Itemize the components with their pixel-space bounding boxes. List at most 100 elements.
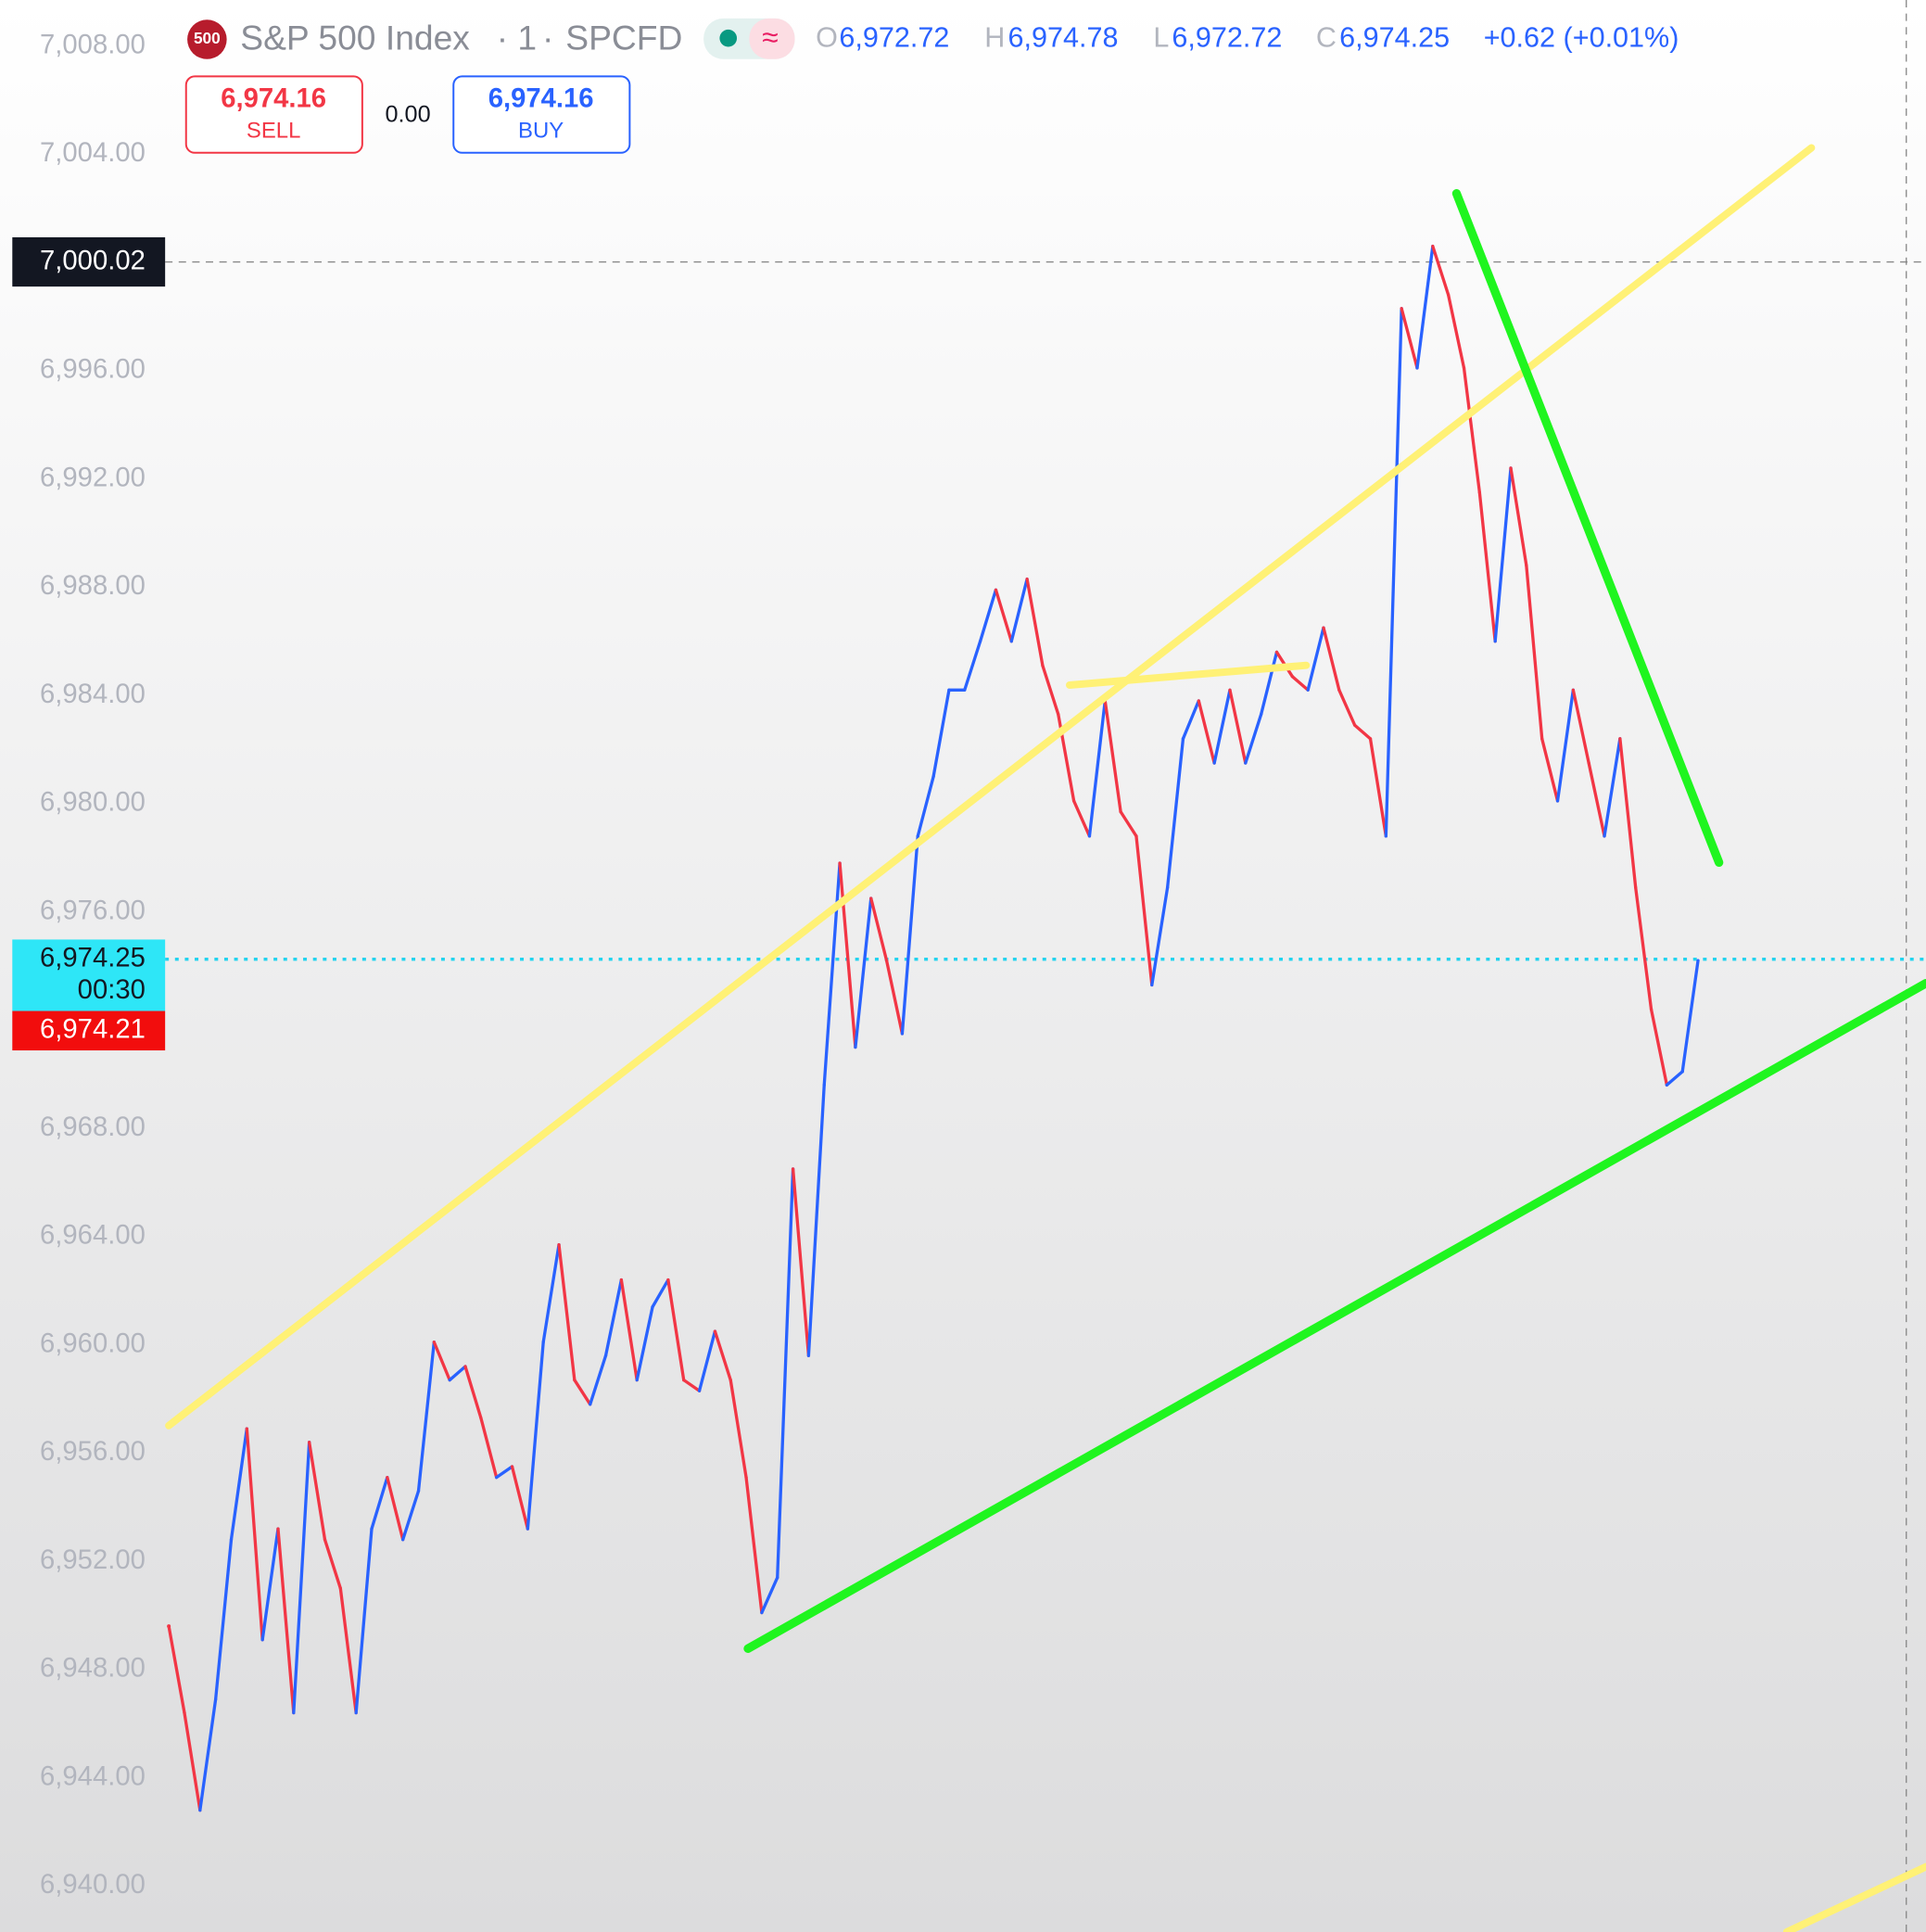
symbol-icon-text: 500 [194, 29, 221, 47]
trend-line[interactable] [1451, 189, 1724, 868]
y-tick-label: 6,988.00 [40, 571, 146, 601]
price-segment [1618, 737, 1638, 890]
price-segment [557, 1242, 577, 1382]
sell-button[interactable] [184, 75, 363, 154]
price-segment [666, 1277, 686, 1382]
price-segment [729, 1378, 748, 1480]
buy-button[interactable] [452, 75, 631, 154]
price-segment [386, 1475, 405, 1542]
price-segment [1259, 650, 1279, 717]
price-segment [635, 1305, 654, 1382]
y-tick-label: 6,944.00 [40, 1761, 146, 1791]
price-segment [1525, 564, 1544, 741]
price-segment [589, 1354, 608, 1406]
price-segment [1165, 737, 1185, 890]
trend-line[interactable] [743, 978, 1926, 1653]
price-segment [1228, 688, 1248, 765]
price-segment [1322, 626, 1341, 692]
price-segment [1071, 799, 1092, 838]
y-tick-label: 7,008.00 [40, 30, 146, 59]
price-segment [1571, 688, 1590, 765]
price-segment [1181, 699, 1200, 741]
price-segment [1368, 737, 1387, 838]
sell-label: SELL [247, 119, 300, 144]
price-segment [1447, 293, 1466, 370]
separator: · [497, 19, 508, 57]
last-price-label-bg [12, 939, 166, 1011]
price-segment [1290, 675, 1310, 692]
drawings [165, 144, 1926, 1932]
price-segment [854, 896, 873, 1049]
ohlc-key: C [1316, 22, 1337, 54]
y-tick-label: 6,960.00 [40, 1328, 146, 1358]
price-segment [1041, 664, 1060, 717]
price-segment [791, 1167, 811, 1357]
y-tick-label: 6,996.00 [40, 355, 146, 385]
y-tick-label: 6,964.00 [40, 1221, 146, 1251]
price-segment [1337, 688, 1357, 727]
crosshair-label-bg [12, 236, 166, 287]
ohlc-key: H [984, 22, 1005, 54]
interval: 1 [517, 19, 537, 57]
price-segment [1462, 366, 1482, 494]
buy-label: BUY [518, 119, 564, 144]
price-segment [229, 1427, 248, 1542]
price-segment [651, 1277, 670, 1309]
price-segment [1134, 834, 1154, 987]
price-segment [198, 1697, 218, 1812]
ohlc-value: 6,972.72 [839, 22, 949, 54]
ohlc-value: 6,974.25 [1339, 22, 1450, 54]
y-tick-label: 6,984.00 [40, 680, 146, 709]
price-segment [308, 1441, 327, 1542]
delay-badge [749, 18, 795, 59]
price-segment [183, 1710, 202, 1812]
crosshair-label: 7,000.02 [40, 246, 146, 275]
price-segment [167, 1624, 186, 1715]
ohlc-key: L [1153, 22, 1169, 54]
price-segment [260, 1527, 280, 1642]
y-tick-label: 6,952.00 [40, 1545, 146, 1575]
price-segment [1680, 959, 1700, 1074]
trend-line[interactable] [1782, 1862, 1926, 1932]
price-segment [1009, 577, 1029, 643]
price-segment [1087, 699, 1107, 838]
y-tick-label: 6,940.00 [40, 1870, 146, 1900]
price-segment [1555, 688, 1576, 803]
price-segment [541, 1242, 561, 1344]
trend-line[interactable] [165, 144, 1816, 1430]
price-segment [1649, 1008, 1669, 1087]
trend-line[interactable] [1066, 661, 1311, 689]
price-segment [978, 588, 998, 643]
y-tick-label: 6,976.00 [40, 896, 146, 925]
symbol-title: S&P 500 Index [240, 19, 470, 57]
price-segment [697, 1329, 717, 1392]
price-segment [963, 640, 982, 692]
price-segment [838, 861, 857, 1049]
price-segment [354, 1527, 374, 1715]
y-tick-label: 7,004.00 [40, 138, 146, 168]
y-tick-label: 6,992.00 [40, 463, 146, 492]
price-segment [448, 1365, 467, 1382]
price-segment [806, 1083, 826, 1357]
price-segment [292, 1441, 311, 1715]
price-segment [416, 1341, 437, 1493]
price-series [167, 244, 1700, 1812]
price-segment [1509, 466, 1528, 567]
price-segment [619, 1277, 639, 1382]
bid-price-label-bg [12, 1010, 166, 1051]
buy-price: 6,974.16 [488, 83, 594, 113]
sell-price: 6,974.16 [221, 83, 326, 113]
price-segment [994, 588, 1013, 643]
price-segment [1665, 1070, 1684, 1087]
price-segment [1540, 737, 1560, 803]
price-segment [744, 1475, 764, 1615]
price-segment [1244, 712, 1263, 765]
y-tick-label: 6,980.00 [40, 788, 146, 818]
price-segment [495, 1465, 514, 1480]
price-segment [479, 1416, 499, 1480]
price-segment [822, 861, 842, 1087]
price-segment [1384, 307, 1403, 838]
source: SPCFD [565, 19, 682, 57]
